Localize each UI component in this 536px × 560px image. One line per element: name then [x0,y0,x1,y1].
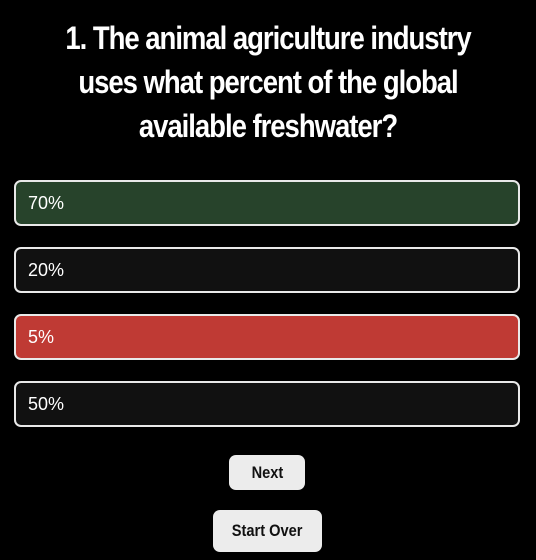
answer-option-label: 50% [28,393,65,414]
start-over-button[interactable]: Start Over [213,510,322,552]
answer-option-70[interactable]: 70% [14,180,520,226]
start-over-button-label: Start Over [232,521,303,540]
question-title: 1. The animal agriculture industry uses … [65,20,471,144]
answer-option-label: 70% [28,192,65,213]
next-button[interactable]: Next [229,455,305,490]
answer-option-20[interactable]: 20% [14,247,520,293]
answer-option-50[interactable]: 50% [14,381,520,427]
answer-options: 70% 20% 5% 50% [14,180,520,448]
answer-option-label: 20% [28,259,65,280]
answer-option-label: 5% [28,326,55,347]
next-button-label: Next [251,462,283,482]
answer-option-5[interactable]: 5% [14,314,520,360]
